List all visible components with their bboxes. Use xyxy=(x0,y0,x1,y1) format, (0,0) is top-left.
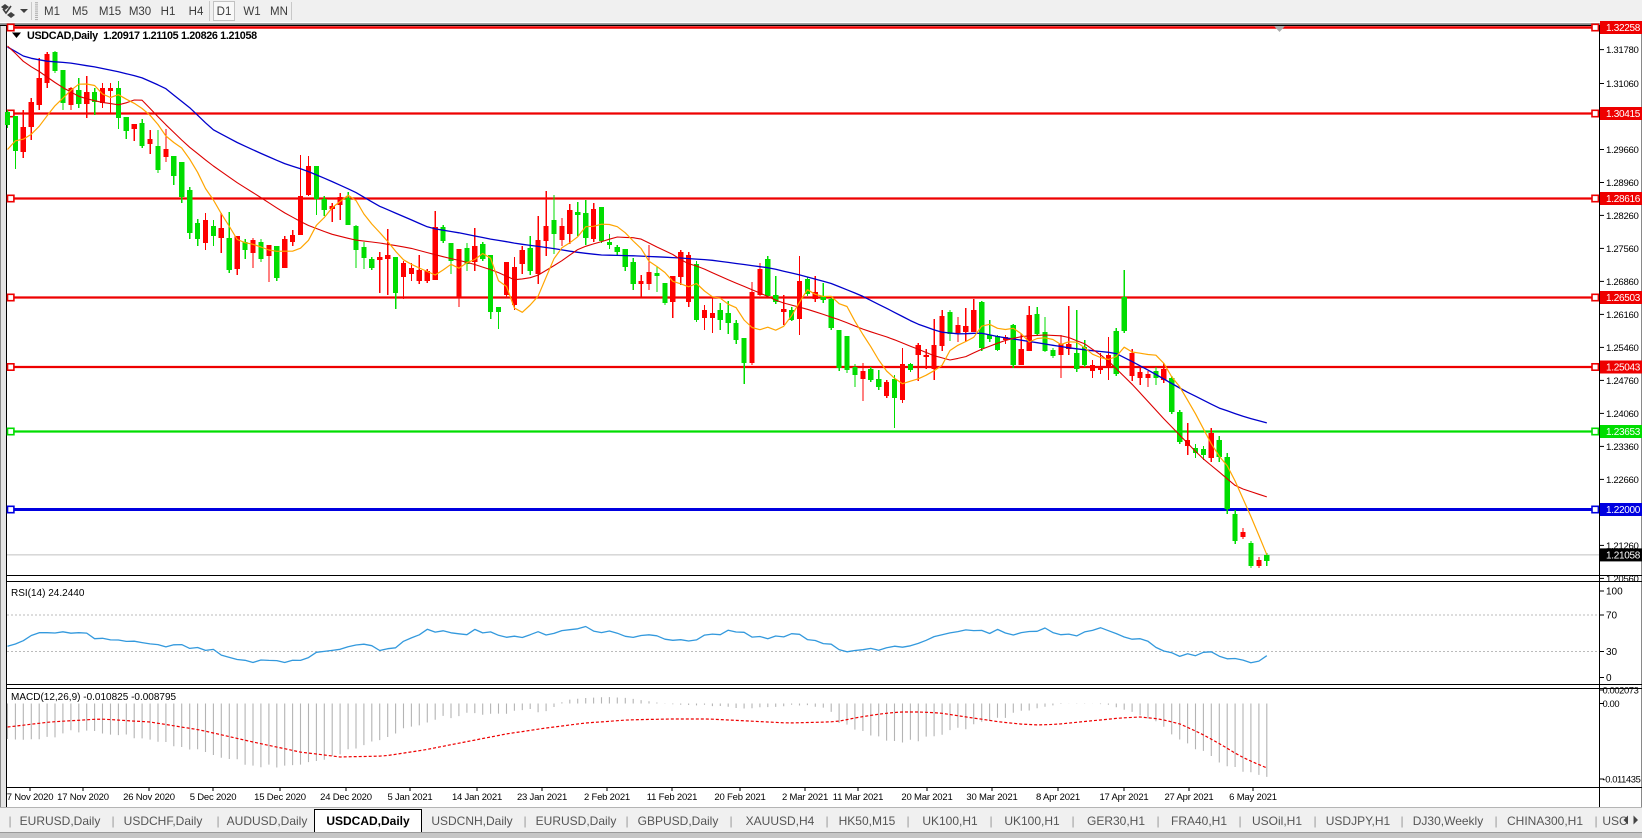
svg-text:-0.011435: -0.011435 xyxy=(1603,774,1641,785)
svg-text:USC: USC xyxy=(1602,814,1628,828)
svg-text:8 Apr 2021: 8 Apr 2021 xyxy=(1036,792,1080,803)
svg-text:CHINA300,H1: CHINA300,H1 xyxy=(1507,814,1583,828)
svg-text:USDJPY,H1: USDJPY,H1 xyxy=(1326,814,1391,828)
svg-text:1.28960: 1.28960 xyxy=(1606,178,1639,189)
svg-text:20 Feb 2021: 20 Feb 2021 xyxy=(714,792,765,803)
svg-text:1.31060: 1.31060 xyxy=(1606,79,1639,90)
svg-text:1.30415: 1.30415 xyxy=(1606,109,1641,120)
svg-text:1.26503: 1.26503 xyxy=(1606,293,1641,304)
svg-text:GER30,H1: GER30,H1 xyxy=(1087,814,1145,828)
svg-text:FRA40,H1: FRA40,H1 xyxy=(1171,814,1227,828)
svg-text:1.27560: 1.27560 xyxy=(1606,244,1639,255)
svg-text:1.21058: 1.21058 xyxy=(1606,550,1641,561)
svg-text:2 Feb 2021: 2 Feb 2021 xyxy=(584,792,630,803)
svg-text:M30: M30 xyxy=(129,6,151,18)
svg-text:24 Dec 2020: 24 Dec 2020 xyxy=(320,792,372,803)
svg-text:30 Mar 2021: 30 Mar 2021 xyxy=(966,792,1017,803)
svg-text:11 Mar 2021: 11 Mar 2021 xyxy=(833,792,883,803)
svg-text:MN: MN xyxy=(270,6,288,18)
svg-text:|: | xyxy=(729,814,732,828)
svg-text:HK50,M15: HK50,M15 xyxy=(839,814,896,828)
svg-text:5 Dec 2020: 5 Dec 2020 xyxy=(190,792,237,803)
svg-text:USDCHF,Daily: USDCHF,Daily xyxy=(124,814,203,828)
svg-text:UK100,H1: UK100,H1 xyxy=(1004,814,1060,828)
svg-text:1.31780: 1.31780 xyxy=(1606,45,1639,56)
svg-text:2 Mar 2021: 2 Mar 2021 xyxy=(782,792,828,803)
svg-text:1.23653: 1.23653 xyxy=(1606,427,1641,438)
svg-text:|: | xyxy=(1071,814,1074,828)
svg-text:M5: M5 xyxy=(72,6,88,18)
svg-text:1.24760: 1.24760 xyxy=(1606,376,1639,387)
svg-text:5 Jan 2021: 5 Jan 2021 xyxy=(387,792,432,803)
svg-text:GBPUSD,Daily: GBPUSD,Daily xyxy=(638,814,719,828)
svg-text:11 Feb 2021: 11 Feb 2021 xyxy=(647,792,697,803)
svg-text:1.26860: 1.26860 xyxy=(1606,277,1639,288)
svg-text:|: | xyxy=(989,814,992,828)
svg-text:DJ30,Weekly: DJ30,Weekly xyxy=(1413,814,1483,828)
svg-text:|: | xyxy=(906,814,909,828)
svg-text:7 Nov 2020: 7 Nov 2020 xyxy=(7,792,54,803)
svg-text:27 Apr 2021: 27 Apr 2021 xyxy=(1164,792,1213,803)
svg-text:17 Apr 2021: 17 Apr 2021 xyxy=(1099,792,1148,803)
svg-text:|: | xyxy=(1238,814,1241,828)
svg-text:15 Dec 2020: 15 Dec 2020 xyxy=(254,792,306,803)
svg-text:26 Nov 2020: 26 Nov 2020 xyxy=(123,792,175,803)
svg-text:20 Mar 2021: 20 Mar 2021 xyxy=(901,792,952,803)
svg-text:USDCAD,Daily: USDCAD,Daily xyxy=(326,814,410,828)
svg-text:H1: H1 xyxy=(161,6,176,18)
svg-text:USDCAD,Daily 1.20917 1.21105: USDCAD,Daily 1.20917 1.21105 1.20826 1.2… xyxy=(27,30,257,42)
svg-text:1.28616: 1.28616 xyxy=(1606,194,1641,205)
svg-text:|: | xyxy=(523,814,526,828)
svg-text:1.25460: 1.25460 xyxy=(1606,343,1639,354)
svg-text:W1: W1 xyxy=(243,6,260,18)
svg-text:UK100,H1: UK100,H1 xyxy=(922,814,978,828)
svg-text:30: 30 xyxy=(1606,647,1618,658)
svg-text:6 May 2021: 6 May 2021 xyxy=(1229,792,1277,803)
svg-text:EURUSD,Daily: EURUSD,Daily xyxy=(20,814,101,828)
svg-text:D1: D1 xyxy=(217,6,232,18)
svg-text:XAUUSD,H4: XAUUSD,H4 xyxy=(746,814,815,828)
svg-text:AUDUSD,Daily: AUDUSD,Daily xyxy=(227,814,308,828)
svg-text:EURUSD,Daily: EURUSD,Daily xyxy=(536,814,617,828)
svg-text:23 Jan 2021: 23 Jan 2021 xyxy=(517,792,567,803)
svg-text:1.21260: 1.21260 xyxy=(1606,541,1639,552)
svg-text:USOil,H1: USOil,H1 xyxy=(1252,814,1302,828)
svg-text:1.24060: 1.24060 xyxy=(1606,409,1639,420)
svg-text:|: | xyxy=(1594,814,1597,828)
svg-text:H4: H4 xyxy=(189,6,204,18)
svg-text:1.25043: 1.25043 xyxy=(1606,363,1641,374)
svg-text:|: | xyxy=(111,814,114,828)
svg-text:1.22000: 1.22000 xyxy=(1606,505,1641,516)
svg-text:M1: M1 xyxy=(44,6,60,18)
svg-text:|: | xyxy=(1156,814,1159,828)
svg-text:|: | xyxy=(1313,814,1316,828)
svg-text:1.28260: 1.28260 xyxy=(1606,211,1639,222)
svg-text:1.32258: 1.32258 xyxy=(1606,23,1641,34)
svg-text:0.00: 0.00 xyxy=(1603,698,1620,709)
svg-text:MACD(12,26,9) -0.010825 -0.008: MACD(12,26,9) -0.010825 -0.008795 xyxy=(11,692,177,703)
svg-text:|: | xyxy=(1494,814,1497,828)
svg-text:|: | xyxy=(216,814,219,828)
svg-text:14 Jan 2021: 14 Jan 2021 xyxy=(452,792,502,803)
svg-text:|: | xyxy=(625,814,628,828)
svg-text:1.26160: 1.26160 xyxy=(1606,310,1639,321)
svg-text:1.29660: 1.29660 xyxy=(1606,145,1639,156)
svg-text:1.20560: 1.20560 xyxy=(1606,574,1639,585)
svg-text:0: 0 xyxy=(1606,673,1612,684)
svg-text:1.22660: 1.22660 xyxy=(1606,475,1639,486)
svg-text:|: | xyxy=(825,814,828,828)
svg-text:17 Nov 2020: 17 Nov 2020 xyxy=(57,792,109,803)
svg-text:|: | xyxy=(8,814,11,828)
svg-text:1.23360: 1.23360 xyxy=(1606,442,1639,453)
svg-text:100: 100 xyxy=(1606,587,1623,598)
svg-text:0.002073: 0.002073 xyxy=(1603,685,1639,696)
svg-text:|: | xyxy=(1400,814,1403,828)
svg-text:70: 70 xyxy=(1606,611,1618,622)
svg-text:M15: M15 xyxy=(99,6,121,18)
svg-text:RSI(14) 24.2440: RSI(14) 24.2440 xyxy=(11,588,85,599)
svg-text:USDCNH,Daily: USDCNH,Daily xyxy=(431,814,512,828)
